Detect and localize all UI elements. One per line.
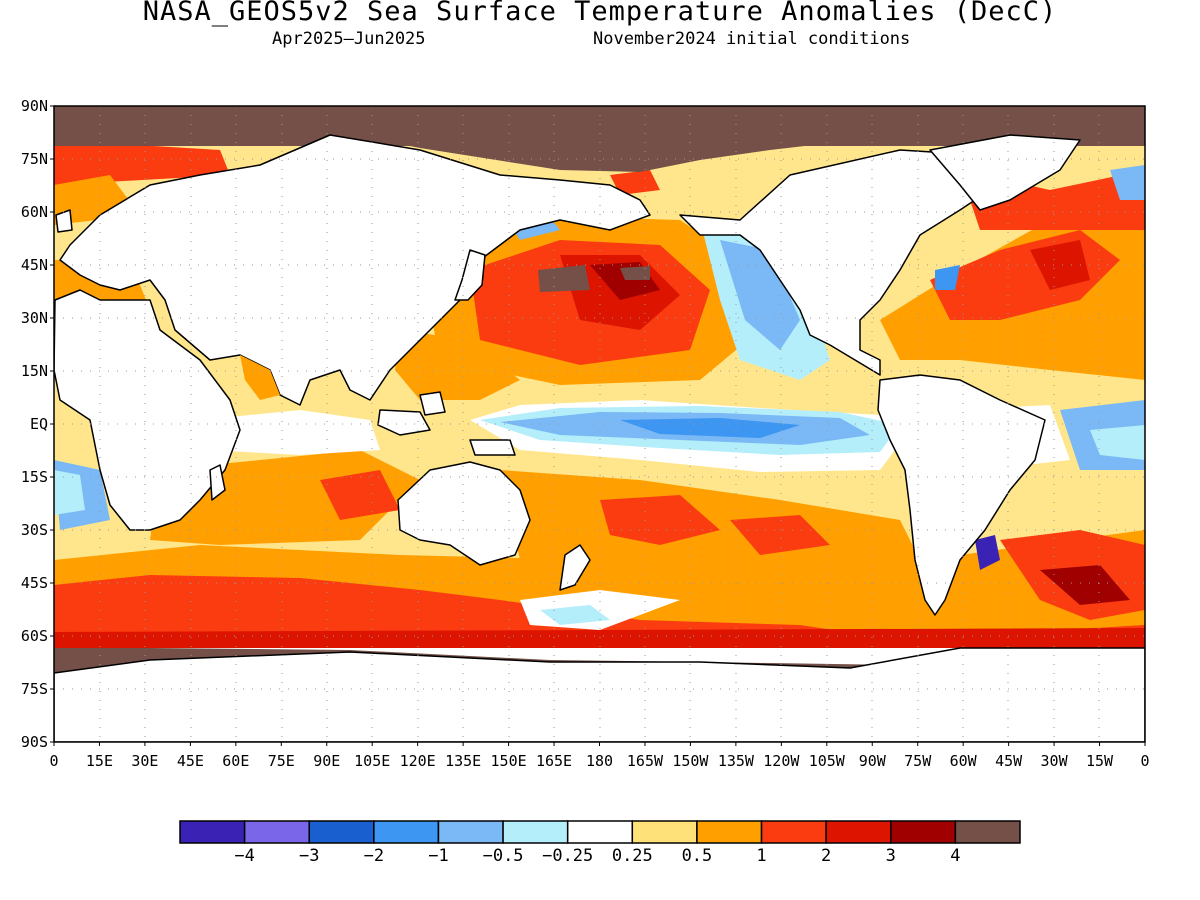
lon-tick-label: 75W	[904, 752, 932, 770]
colorbar-label: 0.5	[682, 846, 713, 866]
colorbar-swatch	[373, 820, 440, 844]
lat-tick-label: 90N	[21, 97, 48, 115]
forecast-period: Apr2025–Jun2025	[272, 29, 426, 49]
lat-tick-label: EQ	[30, 415, 48, 433]
lon-tick-label: 15E	[86, 752, 113, 770]
lat-tick-label: 15S	[21, 468, 48, 486]
colorbar-swatch	[179, 820, 246, 844]
colorbar-label: −0.25	[542, 846, 593, 866]
madagascar-landmass	[209, 464, 226, 501]
lon-tick-label: 15W	[1086, 752, 1114, 770]
lat-tick-label: 45S	[21, 574, 48, 592]
lon-tick-label: 165W	[627, 752, 664, 770]
lon-tick-label: 135W	[718, 752, 755, 770]
borneo-landmass	[419, 391, 446, 416]
colorbar-label: −0.5	[483, 846, 524, 866]
lon-tick-label: 150W	[672, 752, 709, 770]
colorbar-swatch	[696, 820, 763, 844]
lat-tick-label: 30S	[21, 521, 48, 539]
lat-tick-label: 60S	[21, 627, 48, 645]
lat-tick-label: 75N	[21, 150, 48, 168]
colorbar-swatch	[243, 820, 310, 844]
sst-anomaly-field	[54, 140, 1145, 660]
lon-tick-label: 150E	[491, 752, 527, 770]
colorbar-swatch	[631, 820, 698, 844]
arabian-sea-gap	[240, 355, 280, 400]
lon-tick-label: 60W	[950, 752, 978, 770]
lon-tick-label: 120W	[763, 752, 800, 770]
colorbar-swatch	[502, 820, 569, 844]
colorbar-swatch	[760, 820, 827, 844]
lon-tick-label: 90W	[859, 752, 887, 770]
lat-tick-label: 15N	[21, 362, 48, 380]
colorbar-label: −1	[428, 846, 448, 866]
lon-tick-label: 0	[1140, 752, 1149, 770]
lon-tick-label: 180	[586, 752, 613, 770]
new-zealand-landmass	[559, 544, 591, 591]
latitude-axis: 90N 75N 60N 45N 30N 15N EQ 15S 30S 45S 60S 75S 90S	[21, 97, 54, 751]
greenland-landmass	[929, 134, 1081, 211]
south-america-landmass	[877, 374, 1046, 616]
longitude-axis: 0 15E 30E 45E 60E 75E 90E 105E 120E 135E 150E 165E 1…	[49, 742, 1150, 770]
colorbar-swatch	[566, 820, 634, 844]
lat-tick-label: 75S	[21, 680, 48, 698]
colorbar: −4 −3 −2 −1 −0.5 −0.25 0.25 0.5 1 2 3 4	[179, 820, 1021, 866]
lon-tick-label: 45E	[177, 752, 204, 770]
japan-landmass	[454, 249, 486, 301]
lon-tick-label: 165E	[536, 752, 572, 770]
lon-tick-label: 45W	[995, 752, 1023, 770]
initial-conditions: November2024 initial conditions	[593, 29, 911, 49]
colorbar-swatch	[308, 820, 375, 844]
lon-tick-label: 30E	[131, 752, 158, 770]
lat-tick-label: 60N	[21, 203, 48, 221]
lon-tick-label: 0	[49, 752, 58, 770]
lat-tick-label: 45N	[21, 256, 48, 274]
colorbar-swatch	[954, 820, 1021, 844]
australia-landmass	[397, 461, 531, 566]
colorbar-swatch	[437, 820, 504, 844]
lon-tick-label: 90E	[313, 752, 340, 770]
lat-tick-label: 30N	[21, 309, 48, 327]
lat-tick-label: 90S	[21, 733, 48, 751]
colorbar-label: 1	[756, 846, 766, 866]
colorbar-label: 3	[886, 846, 896, 866]
lon-tick-label: 135E	[445, 752, 481, 770]
colorbar-label: −3	[299, 846, 319, 866]
indonesia-landmass	[377, 409, 431, 436]
eurasia-landmass	[59, 134, 651, 406]
colorbar-label: 4	[950, 846, 960, 866]
lon-tick-label: 105E	[354, 752, 390, 770]
colorbar-label: −2	[364, 846, 384, 866]
colorbar-label: 2	[821, 846, 831, 866]
colorbar-label: 0.25	[612, 846, 653, 866]
lon-tick-label: 120E	[400, 752, 436, 770]
british-isles-landmass	[55, 209, 73, 233]
lon-tick-label: 75E	[268, 752, 295, 770]
lon-tick-label: 60E	[222, 752, 249, 770]
lon-tick-label: 30W	[1041, 752, 1069, 770]
colorbar-swatch	[890, 820, 957, 844]
colorbar-label: −4	[234, 846, 254, 866]
map-title: NASA_GEOS5v2 Sea Surface Temperature Ano…	[142, 0, 1058, 27]
lon-tick-label: 105W	[809, 752, 846, 770]
new-guinea-landmass	[469, 439, 516, 456]
colorbar-swatch	[825, 820, 892, 844]
